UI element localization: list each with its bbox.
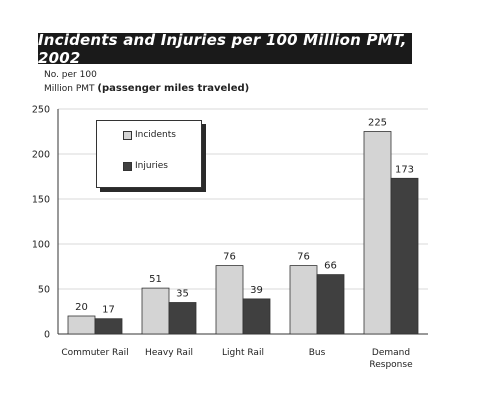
bar-incidents <box>141 287 170 335</box>
bar-injuries <box>316 274 345 335</box>
y-axis-label-line1: No. per 100 <box>44 70 97 80</box>
y-axis-label-line2: Million PMT (passenger miles traveled) <box>44 83 249 94</box>
legend-item-incidents: Incidents <box>123 130 176 140</box>
data-label: 51 <box>149 274 162 285</box>
x-tick-label: Commuter Rail <box>61 348 128 358</box>
y-tick-label: 50 <box>38 285 50 296</box>
legend: Incidents Injuries <box>96 120 202 188</box>
data-label: 225 <box>368 118 387 129</box>
y-axis-label-note: (passenger miles traveled) <box>97 83 250 94</box>
y-tick-label: 150 <box>32 195 50 206</box>
chart-title: Incidents and Injuries per 100 Million P… <box>38 31 412 67</box>
x-tick-label: Light Rail <box>222 348 264 358</box>
y-axis-label-unit: Million PMT <box>44 84 95 94</box>
data-label: 76 <box>297 252 310 263</box>
bar-injuries <box>94 318 123 335</box>
y-tick-label: 0 <box>44 330 50 341</box>
data-label: 173 <box>395 164 414 175</box>
bar-injuries <box>390 177 419 335</box>
legend-swatch-injuries <box>123 161 132 171</box>
legend-label-injuries: Injuries <box>135 161 168 171</box>
y-tick-label: 200 <box>32 150 50 161</box>
legend-label-incidents: Incidents <box>135 130 176 140</box>
data-label: 20 <box>75 302 88 313</box>
data-label: 35 <box>176 289 189 300</box>
bar-injuries <box>242 298 271 335</box>
legend-swatch-incidents <box>123 130 132 140</box>
data-label: 39 <box>250 285 263 296</box>
y-tick-label: 100 <box>32 240 50 251</box>
x-tick-label: Heavy Rail <box>145 348 193 358</box>
data-label: 76 <box>223 252 236 263</box>
x-tick-label: Demand <box>372 348 410 358</box>
bar-incidents <box>289 265 318 335</box>
bar-incidents <box>363 131 392 335</box>
bar-incidents <box>67 315 96 335</box>
data-label: 66 <box>324 261 337 272</box>
x-tick-label: Response <box>369 360 413 370</box>
x-tick-label: Bus <box>309 348 326 358</box>
data-label: 17 <box>102 305 115 316</box>
bar-injuries <box>168 302 197 335</box>
legend-item-injuries: Injuries <box>123 161 168 171</box>
bar-incidents <box>215 265 244 335</box>
y-tick-label: 250 <box>32 105 50 116</box>
